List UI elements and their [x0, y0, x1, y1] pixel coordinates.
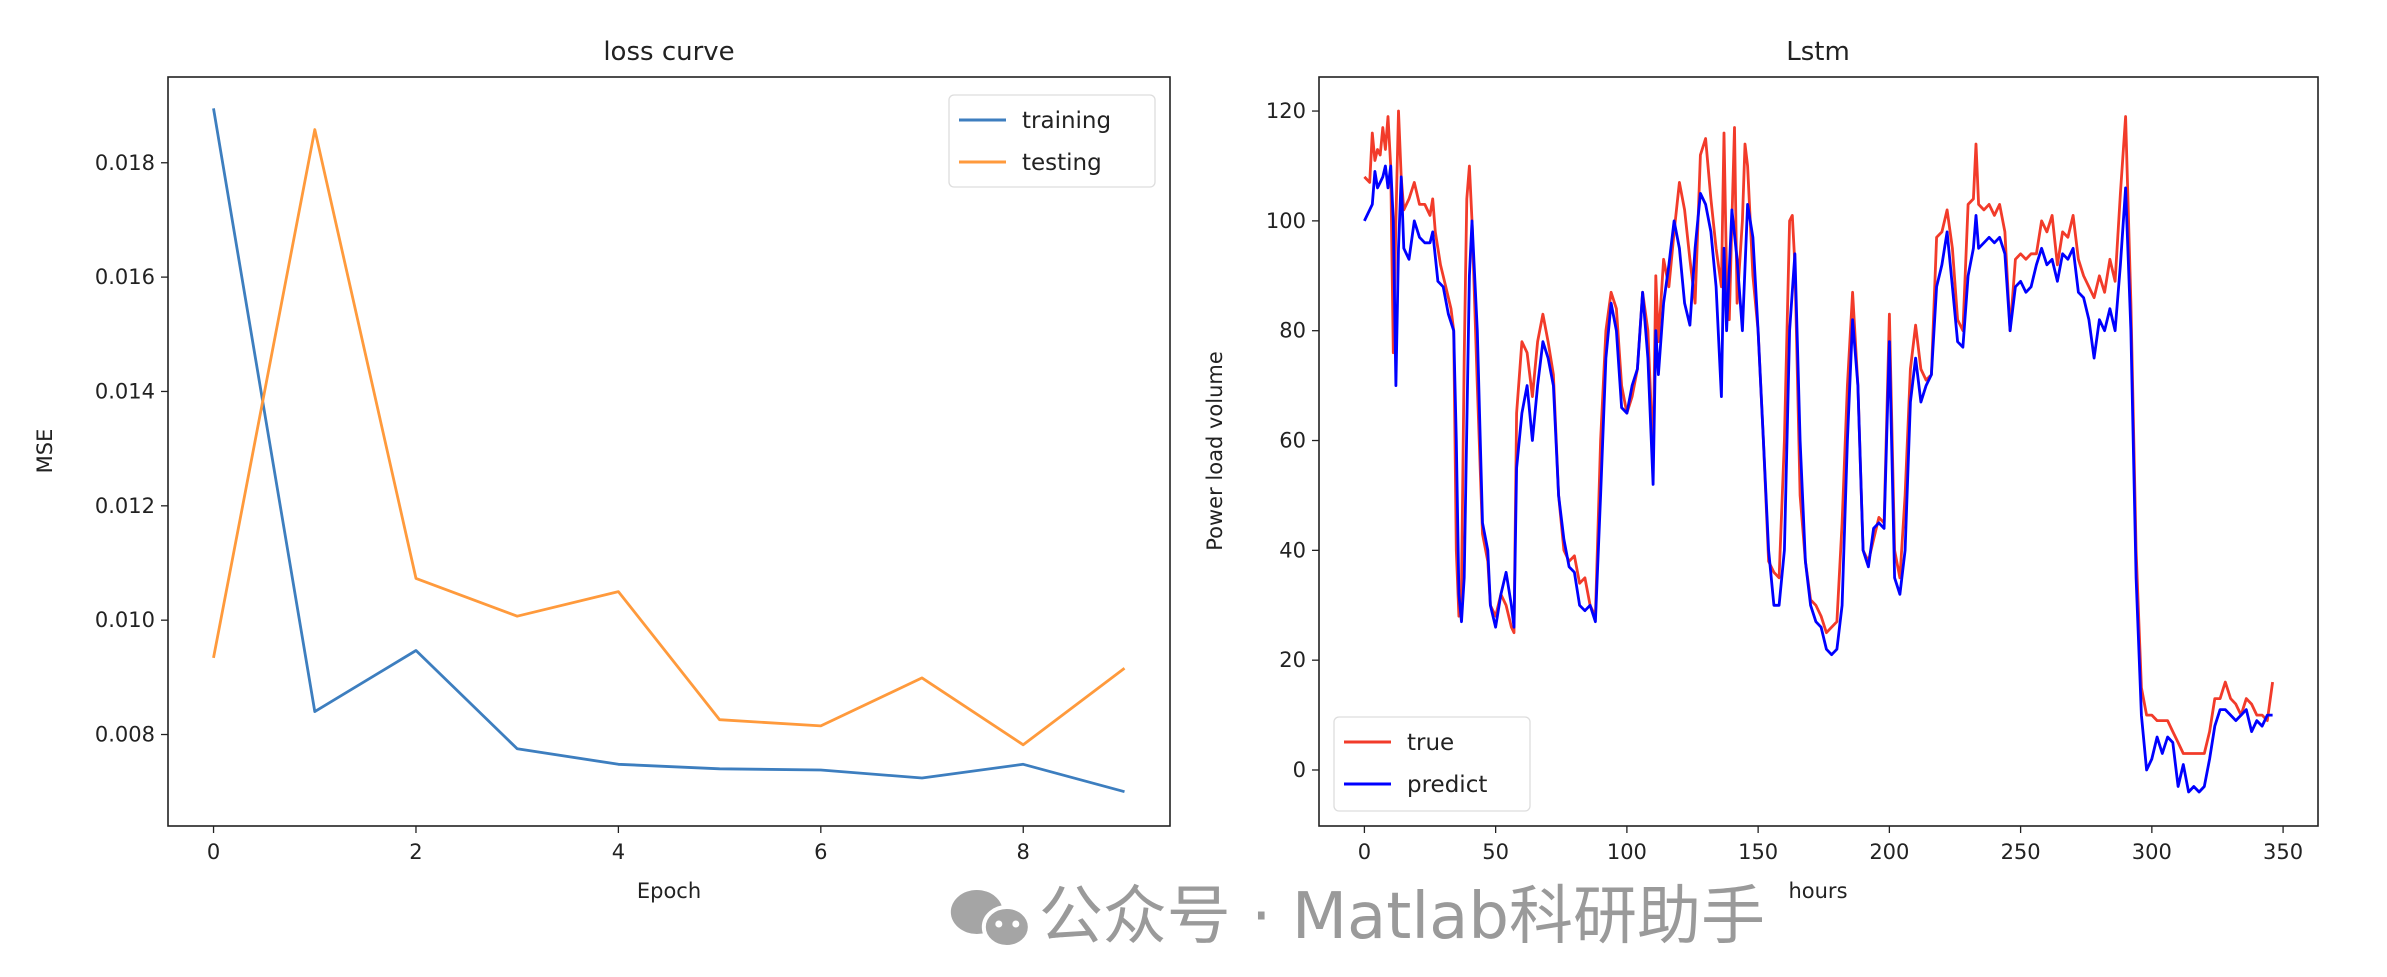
watermark-text: 公众号 · Matlab科研助手	[1039, 880, 1765, 954]
y-tick-label: 40	[1279, 538, 1306, 562]
x-tick-label: 4	[612, 840, 625, 864]
y-axis-label: MSE	[33, 429, 57, 474]
legend-label: training	[1022, 108, 1111, 134]
x-tick-label: 350	[2263, 840, 2303, 864]
legend: true predict	[1333, 716, 1531, 812]
x-axis-label: hours	[1788, 879, 1847, 903]
y-tick-label: 0.008	[95, 723, 155, 747]
y-tick-label: 100	[1266, 209, 1306, 233]
y-tick-label: 0.010	[95, 608, 155, 632]
plot-frame	[1318, 76, 2319, 827]
legend-label: true	[1407, 730, 1454, 756]
legend: training testing	[948, 94, 1156, 188]
lstm-chart: Lstm hours Power load volume 0 50 100 150 20…	[1203, 37, 2319, 903]
legend-box	[948, 94, 1156, 188]
chart-title: loss curve	[603, 37, 734, 67]
x-axis-label: Epoch	[637, 879, 701, 903]
series-line-true	[1363, 109, 2274, 755]
series-line-testing	[212, 128, 1126, 747]
x-tick-label: 8	[1017, 840, 1030, 864]
x-tick-label: 300	[2132, 840, 2172, 864]
watermark: 公众号 · Matlab科研助手	[950, 880, 1765, 954]
loss-curve-chart: loss curve Epoch MSE 0 2 4 6 8 0.008 0.010 0.01…	[33, 37, 1171, 903]
x-tick-label: 150	[1738, 840, 1778, 864]
legend-label: predict	[1407, 772, 1487, 798]
x-tick-label: 50	[1482, 840, 1509, 864]
y-tick-label: 0.014	[95, 379, 155, 403]
x-tick-label: 0	[207, 840, 220, 864]
x-tick-label: 6	[814, 840, 827, 864]
x-tick-label: 100	[1607, 840, 1647, 864]
y-tick-label: 20	[1279, 648, 1306, 672]
plot-frame	[167, 76, 1171, 827]
series-line-training	[212, 108, 1125, 794]
x-tick-label: 2	[409, 840, 422, 864]
x-tick-label: 250	[2001, 840, 2041, 864]
x-tick-label: 0	[1358, 840, 1371, 864]
y-axis-label: Power load volume	[1203, 351, 1227, 551]
y-tick-label: 60	[1279, 429, 1306, 453]
wechat-icon	[950, 890, 1032, 949]
y-tick-label: 120	[1266, 99, 1306, 123]
y-tick-label: 0.012	[95, 494, 155, 518]
legend-label: testing	[1022, 150, 1102, 176]
chart-title: Lstm	[1786, 37, 1850, 67]
y-tick-label: 0.018	[95, 151, 155, 175]
y-tick-label: 0.016	[95, 265, 155, 289]
series-line-predict	[1363, 164, 2273, 794]
y-tick-label: 80	[1279, 319, 1306, 343]
y-tick-label: 0	[1293, 758, 1306, 782]
x-tick-label: 200	[1869, 840, 1909, 864]
